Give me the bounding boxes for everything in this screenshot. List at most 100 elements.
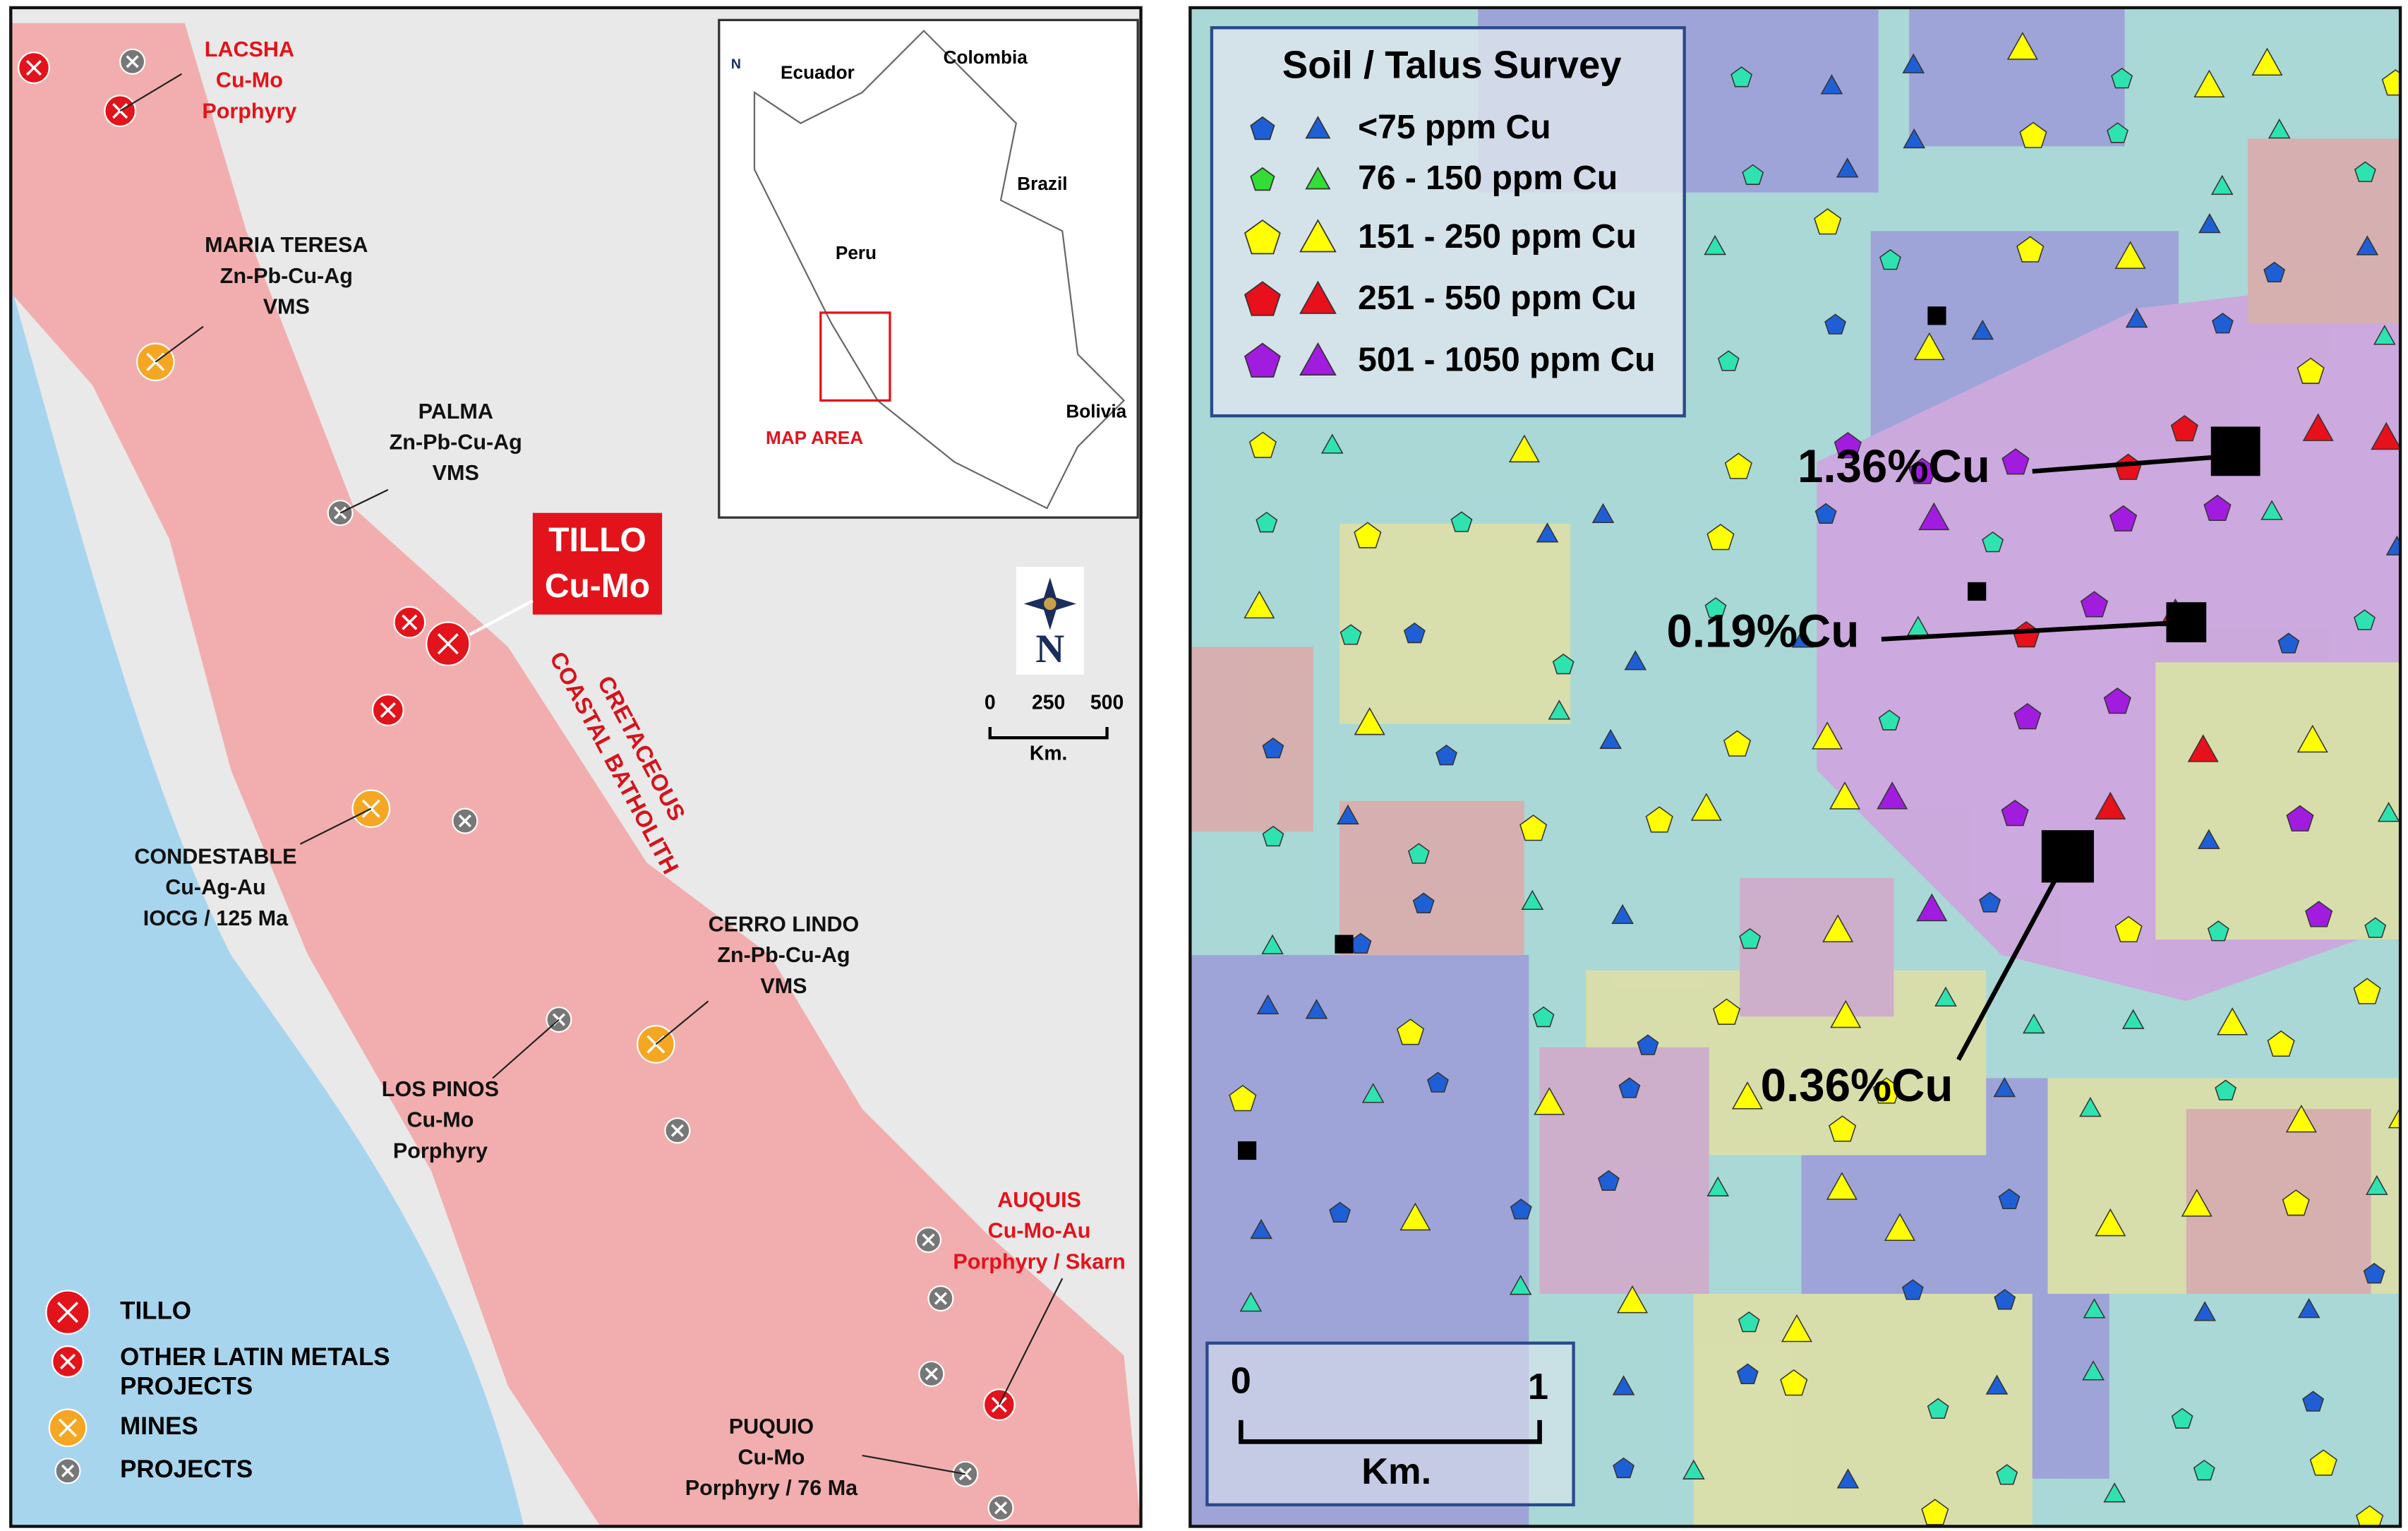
sample-point (1305, 999, 1328, 1019)
sample-point (1736, 1363, 1759, 1384)
sample-point (1998, 1188, 2021, 1210)
sample-point (2187, 734, 2219, 762)
sample-point (1361, 1083, 1385, 1103)
sample-point (2193, 1459, 2215, 1481)
site-icon-picks (437, 633, 459, 655)
site-icon-picks (61, 1464, 75, 1477)
sample-point (1913, 332, 1945, 361)
sample-point (2082, 1360, 2105, 1381)
sample-point (1548, 700, 1571, 720)
sample-point (1244, 590, 1275, 619)
sample-point (2354, 161, 2376, 182)
inset-label: Ecuador (781, 62, 855, 83)
sample-point (1256, 511, 1278, 533)
sample-point (1717, 350, 1740, 371)
leader-line (339, 488, 389, 514)
sample-point (1262, 737, 1284, 759)
sample-point (1934, 986, 1957, 1007)
scale-tick: 0 (985, 692, 996, 714)
assay-label: 1.36%Cu (1798, 440, 1990, 492)
leader-line (155, 325, 204, 363)
sample-point (2171, 1407, 2193, 1429)
site-label: VMS (760, 974, 807, 998)
legend-title: Soil / Talus Survey (1282, 43, 1622, 86)
legend-label: OTHER LATIN METALS (120, 1343, 390, 1371)
sample-site (1927, 306, 1946, 325)
site-icon-picks (922, 1233, 935, 1247)
sample-point (1591, 503, 1615, 523)
sample-point (2114, 241, 2146, 269)
sample-point (2013, 703, 2042, 730)
sample-point (1261, 934, 1284, 954)
sample-point (1985, 1374, 2009, 1395)
legend-pentagon (1244, 342, 1281, 378)
sample-point (1927, 1398, 1949, 1419)
sample-point (1724, 452, 1752, 479)
map-area-label: MAP AREA (766, 427, 863, 448)
sample-point (1902, 53, 1925, 73)
sample-point (1399, 1202, 1431, 1231)
site-label: Cu-Mo-Au (988, 1219, 1091, 1243)
legend: <75 ppm Cu 76 - 150 ppm Cu 151 - 250 ppm C… (1244, 109, 1656, 378)
sample-point (1814, 208, 1842, 235)
sample-point (1704, 597, 1727, 618)
sample-site (1237, 1141, 1257, 1160)
site-label: VMS (263, 294, 310, 318)
sample-point (2251, 47, 2283, 76)
sample-point (1971, 319, 1994, 340)
sample-point (1412, 892, 1435, 913)
left-frame (9, 6, 1143, 1528)
ocean (11, 284, 524, 1527)
site-label: IOCG / 125 Ma (143, 906, 289, 930)
site-label: Cu-Mo (407, 1108, 474, 1132)
sample-point (1396, 1019, 1425, 1045)
tillo-label: Cu-Mo (545, 568, 650, 605)
site-icon-picks (994, 1501, 1008, 1515)
sample-point (1730, 66, 1753, 88)
sample-point (1706, 524, 1735, 551)
sample-point (2006, 32, 2038, 60)
leader-line (1956, 855, 2070, 1061)
legend-label: PROJECTS (120, 1372, 253, 1400)
sample-point (1320, 433, 1344, 454)
site-label: LOS PINOS (382, 1077, 499, 1101)
scale-box (1205, 1341, 1575, 1507)
sample-point (2016, 236, 2045, 263)
sample-point (2296, 357, 2325, 384)
sample-point (1982, 531, 2004, 553)
sample-point (1731, 1081, 1764, 1110)
scale-bar (988, 726, 1109, 740)
sample-point (1354, 522, 1382, 548)
sample-point (2388, 1106, 2401, 1129)
site-icon-picks (458, 814, 471, 828)
sample-point (2377, 802, 2400, 822)
site-label: Porphyry / Skarn (953, 1249, 1125, 1273)
site-label: MARIA TERESA (205, 233, 368, 257)
sample-point (1830, 999, 1862, 1028)
sample-point (2001, 799, 2029, 827)
sample-point (2356, 1505, 2384, 1527)
legend-label: 251 - 550 ppm Cu (1358, 280, 1637, 317)
sample-point (2207, 920, 2229, 942)
sample-point (1780, 1369, 1808, 1396)
sample-point (1340, 624, 1362, 645)
leader-line (655, 1000, 709, 1045)
sample-point (1256, 994, 1280, 1014)
inset-label: Peru (836, 242, 877, 263)
sample-point (2095, 1208, 2126, 1237)
legend-pentagon (1250, 167, 1275, 191)
sample-point (2285, 1104, 2317, 1133)
sample-point (2211, 313, 2234, 334)
assay-label: 0.19%Cu (1667, 605, 1860, 656)
sample-point (1552, 653, 1575, 675)
sample-point (1826, 1172, 1858, 1200)
sample-point (1872, 1077, 1901, 1104)
sample-point (1994, 1289, 2016, 1310)
sample-point (2107, 122, 2129, 143)
sample-point (2215, 1079, 2237, 1100)
sample-point (1738, 1311, 1760, 1333)
sample-point (1993, 1076, 2016, 1098)
sample-point (2111, 67, 2133, 89)
site-icon-picks (59, 1353, 76, 1370)
